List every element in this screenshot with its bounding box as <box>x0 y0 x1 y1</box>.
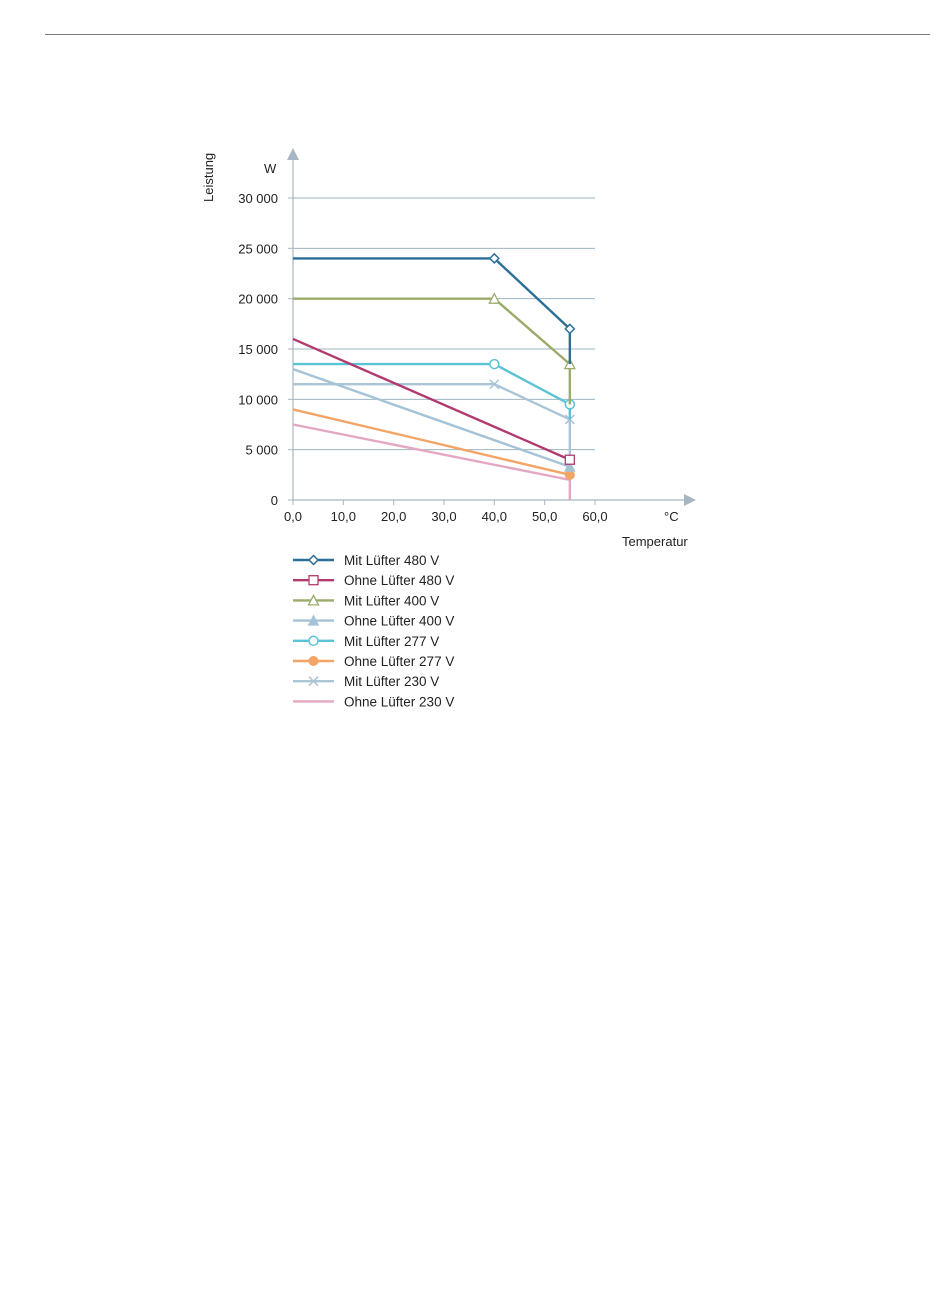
legend-entry: Ohne Lüfter 230 V <box>293 694 454 709</box>
legend-entry: Ohne Lüfter 480 V <box>293 573 454 588</box>
legend-marker <box>308 635 319 647</box>
data-point-marker <box>564 323 576 335</box>
legend-label: Ohne Lüfter 480 V <box>344 573 454 588</box>
legend-marker <box>307 594 320 606</box>
x-tick-labels: 0,0 10,0 20,0 30,0 40,0 50,0 60,0 <box>284 509 608 524</box>
y-tick-label: 25 000 <box>238 241 278 256</box>
legend-label: Ohne Lüfter 400 V <box>344 614 454 629</box>
series-mit-luefter-230-v <box>293 379 575 475</box>
y-axis-unit: W <box>264 161 277 176</box>
series-mit-luefter-277-v <box>293 358 576 420</box>
legend-marker <box>308 656 319 666</box>
legend-label: Ohne Lüfter 277 V <box>344 654 454 669</box>
series-line <box>292 408 571 477</box>
series-ohne-luefter-277-v <box>292 408 575 480</box>
legend-label: Mit Lüfter 400 V <box>344 593 439 608</box>
y-tick-label: 5 000 <box>245 443 278 458</box>
y-axis-arrow <box>287 148 299 160</box>
data-point-marker <box>489 358 500 370</box>
series-ohne-luefter-230-v <box>292 423 572 500</box>
legend-label: Mit Lüfter 277 V <box>344 634 439 649</box>
legend-marker <box>307 554 320 566</box>
legend-label: Ohne Lüfter 230 V <box>344 694 454 709</box>
legend-label: Mit Lüfter 480 V <box>344 553 439 568</box>
series-line <box>293 383 572 475</box>
legend-label: Mit Lüfter 230 V <box>344 674 439 689</box>
series-ohne-luefter-480-v <box>292 337 575 465</box>
data-point-marker <box>564 460 576 472</box>
legend-entry: Ohne Lüfter 277 V <box>293 654 454 669</box>
x-axis-unit: °C <box>664 509 679 524</box>
series-line <box>293 257 572 365</box>
series-line <box>292 368 571 468</box>
x-axis-label: Temperatur <box>622 534 688 549</box>
series-lines <box>292 252 576 500</box>
data-point-marker <box>488 252 500 264</box>
data-point-marker <box>489 379 500 390</box>
series-line <box>293 362 572 420</box>
legend-marker <box>307 614 320 626</box>
y-tick-label: 10 000 <box>238 392 278 407</box>
data-point-marker <box>488 292 501 304</box>
y-tick-label: 30 000 <box>238 191 278 206</box>
grid-lines <box>293 197 595 451</box>
y-tick-labels: 0 5 000 10 000 15 000 20 000 25 000 30 000 <box>238 191 278 508</box>
x-tick-label: 60,0 <box>582 509 607 524</box>
series-line <box>292 423 572 500</box>
data-point-marker <box>564 454 575 465</box>
x-tick-label: 10,0 <box>331 509 356 524</box>
x-tick-label: 40,0 <box>482 509 507 524</box>
series-line <box>293 297 572 405</box>
x-axis-arrow <box>684 494 696 506</box>
legend-entry: Ohne Lüfter 400 V <box>293 614 454 629</box>
x-tick-label: 50,0 <box>532 509 557 524</box>
axes <box>287 148 696 506</box>
legend-entry: Mit Lüfter 230 V <box>293 674 439 689</box>
legend-marker <box>308 676 319 687</box>
legend: Mit Lüfter 480 V Ohne Lüfter 480 V Mit Lüf… <box>293 553 454 709</box>
legend-entry: Mit Lüfter 277 V <box>293 634 439 649</box>
x-tick-label: 20,0 <box>381 509 406 524</box>
series-mit-luefter-480-v <box>293 252 576 365</box>
y-axis-label: Leistung <box>201 153 216 202</box>
y-tick-label: 0 <box>271 493 278 508</box>
series-line <box>292 337 571 461</box>
legend-marker <box>308 575 319 586</box>
page-top-rule <box>45 34 930 35</box>
y-tick-label: 15 000 <box>238 342 278 357</box>
series-ohne-luefter-400-v <box>292 368 576 472</box>
y-tick-label: 20 000 <box>238 292 278 307</box>
x-tick-label: 30,0 <box>431 509 456 524</box>
legend-entry: Mit Lüfter 400 V <box>293 593 439 608</box>
legend-entry: Mit Lüfter 480 V <box>293 553 439 568</box>
power-derating-chart: 0 5 000 10 000 15 000 20 000 25 000 30 000 0,0… <box>201 148 696 709</box>
x-tick-label: 0,0 <box>284 509 302 524</box>
